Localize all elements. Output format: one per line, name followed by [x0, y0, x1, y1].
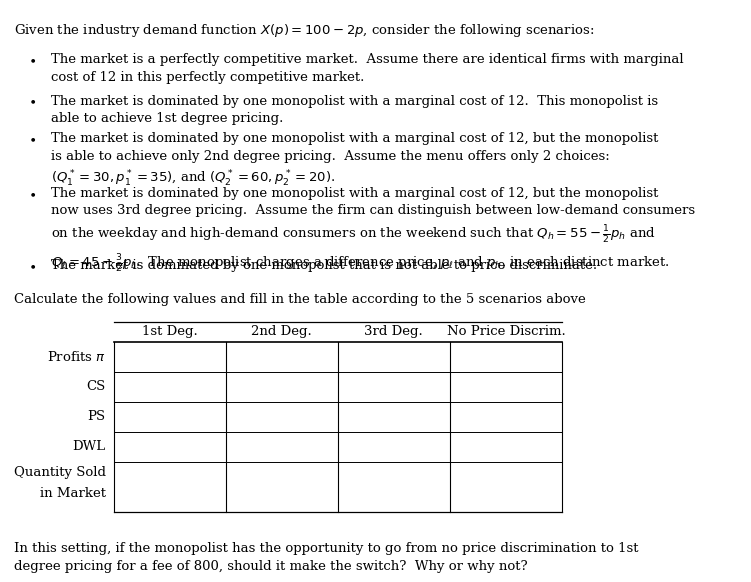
- Text: Calculate the following values and fill in the table according to the 5 scenario: Calculate the following values and fill …: [14, 293, 586, 307]
- Text: in Market: in Market: [40, 487, 106, 500]
- Text: $\bullet$: $\bullet$: [29, 132, 36, 145]
- Text: $\bullet$: $\bullet$: [29, 187, 36, 200]
- Text: DWL: DWL: [73, 440, 106, 453]
- Text: PS: PS: [88, 410, 106, 423]
- Text: The market is dominated by one monopolist with a marginal cost of 12, but the mo: The market is dominated by one monopolis…: [51, 132, 659, 189]
- Text: $\bullet$: $\bullet$: [29, 259, 36, 272]
- Text: Given the industry demand function $X(p) = 100 - 2p$, consider the following sce: Given the industry demand function $X(p)…: [14, 22, 594, 38]
- Text: $\bullet$: $\bullet$: [29, 53, 36, 66]
- Text: Quantity Sold: Quantity Sold: [14, 466, 106, 479]
- Text: Profits $\pi$: Profits $\pi$: [47, 350, 106, 364]
- Text: The market is dominated by one monopolist with a marginal cost of 12.  This mono: The market is dominated by one monopolis…: [51, 95, 659, 125]
- Text: The market is a perfectly competitive market.  Assume there are identical firms : The market is a perfectly competitive ma…: [51, 53, 684, 84]
- Text: 3rd Deg.: 3rd Deg.: [364, 325, 424, 338]
- Text: $\bullet$: $\bullet$: [29, 95, 36, 108]
- Text: CS: CS: [86, 380, 106, 393]
- Text: In this setting, if the monopolist has the opportunity to go from no price discr: In this setting, if the monopolist has t…: [14, 542, 638, 573]
- Text: The market is dominated by one monopolist that is not able to price discriminate: The market is dominated by one monopolis…: [51, 259, 598, 272]
- Text: No Price Discrim.: No Price Discrim.: [447, 325, 566, 338]
- Text: The market is dominated by one monopolist with a marginal cost of 12, but the mo: The market is dominated by one monopolis…: [51, 187, 695, 275]
- Text: 1st Deg.: 1st Deg.: [142, 325, 198, 338]
- Text: 2nd Deg.: 2nd Deg.: [252, 325, 312, 338]
